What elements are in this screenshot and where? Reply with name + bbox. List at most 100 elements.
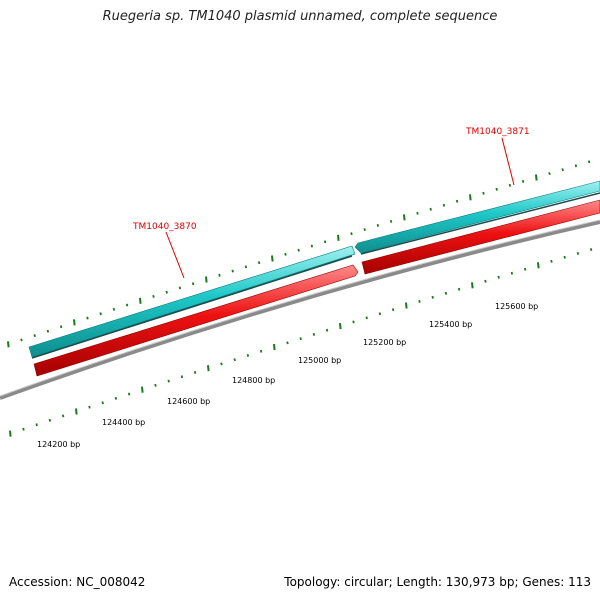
inner-major-tick [75,408,78,415]
outer-minor-tick [323,240,327,244]
outer-minor-tick [297,248,300,252]
inner-minor-tick [154,383,157,387]
gene-labels: TM1040_3870 TM1040_3871 [132,127,530,279]
outer-minor-tick [310,244,314,248]
outer-minor-tick [548,172,551,176]
inner-minor-tick [365,316,368,320]
inner-minor-tick [497,275,500,279]
bp-label: 125000 bp [298,356,341,365]
inner-minor-tick [457,287,461,291]
inner-minor-tick [88,405,91,409]
outer-major-tick [469,194,472,201]
gene-label-leader-3870 [165,231,185,279]
outer-minor-tick [218,273,221,277]
inner-minor-tick [259,349,263,353]
inner-minor-tick [444,291,448,295]
outer-minor-tick [495,187,498,191]
inner-major-tick [273,343,276,351]
outer-minor-tick [46,329,50,333]
outer-minor-tick [284,252,287,256]
inner-minor-tick [431,295,434,299]
inner-major-tick [339,323,342,330]
inner-minor-tick [233,358,236,362]
inner-minor-tick [61,414,65,418]
outer-minor-tick [561,168,564,172]
gene-label-leader-3871 [501,137,515,186]
inner-minor-tick [193,370,197,374]
outer-minor-tick [508,183,512,187]
forward-genes [28,180,600,358]
inner-minor-tick [418,299,421,303]
inner-minor-tick [391,308,395,312]
inner-minor-tick [299,337,302,341]
gene-arrow-3870-reverse[interactable] [33,264,359,377]
outer-major-tick [403,214,406,221]
outer-minor-tick [574,164,578,168]
outer-minor-tick [99,312,102,316]
outer-minor-tick [112,307,116,311]
outer-minor-tick [482,191,485,195]
bp-label: 124800 bp [232,376,275,385]
forward-track-shadow [31,192,600,359]
sequence-backbone-highlight [0,219,600,397]
outer-minor-tick [363,228,366,232]
gene-label-3871[interactable]: TM1040_3871 [465,127,530,137]
inner-minor-tick [563,255,566,259]
inner-major-tick [471,282,474,289]
inner-minor-tick [523,267,527,271]
reverse-genes [33,199,600,377]
outer-minor-tick [244,265,248,269]
inner-minor-tick [246,353,250,357]
outer-minor-tick [125,303,129,307]
outer-minor-tick [86,316,89,320]
inner-minor-tick [35,423,38,427]
bp-label: 124200 bp [37,440,80,449]
inner-tick-ring [9,248,593,437]
outer-minor-tick [429,207,432,211]
outer-minor-tick [455,199,459,203]
inner-minor-tick [48,418,52,422]
inner-major-tick [405,302,408,309]
inner-minor-tick [325,328,329,332]
outer-major-tick [139,297,142,304]
inner-minor-tick [167,379,170,383]
accession-label: Accession: NC_008042 [9,575,146,589]
gene-label-3870[interactable]: TM1040_3870 [132,222,197,232]
inner-major-tick [9,430,12,437]
inner-minor-tick [114,396,118,400]
inner-minor-tick [576,251,580,255]
outer-minor-tick [231,269,234,273]
inner-minor-tick [220,362,223,366]
inner-minor-tick [286,341,289,345]
bp-label: 124400 bp [102,418,145,427]
inner-minor-tick [510,271,514,275]
bp-label: 125200 bp [363,338,406,347]
map-title: Ruegeria sp. TM1040 plasmid unnamed, com… [102,9,498,24]
bp-label: 125600 bp [495,302,538,311]
outer-major-tick [337,234,340,241]
outer-minor-tick [191,282,195,286]
outer-minor-tick [389,219,393,223]
inner-minor-tick [378,312,382,316]
outer-minor-tick [59,325,63,329]
bp-labels: 124200 bp 124400 bp 124600 bp 124800 bp … [37,302,538,449]
inner-minor-tick [22,427,25,431]
outer-minor-tick [376,223,380,227]
gene-arrow-3871-forward[interactable] [354,180,600,254]
inner-minor-tick [127,392,131,396]
outer-minor-tick [350,232,353,236]
outer-minor-tick [521,179,525,183]
outer-minor-tick [33,334,36,338]
outer-major-tick [535,174,538,181]
inner-minor-tick [101,401,104,405]
inner-major-tick [537,262,540,269]
outer-major-tick [7,341,10,348]
gene-arrow-3870-forward[interactable] [28,245,356,358]
inner-minor-tick [589,248,593,252]
outer-major-tick [73,319,76,326]
gene-arrow-3871-reverse[interactable] [361,199,600,275]
outer-minor-tick [442,203,446,207]
inner-major-tick [207,365,210,372]
inner-minor-tick [312,332,316,336]
